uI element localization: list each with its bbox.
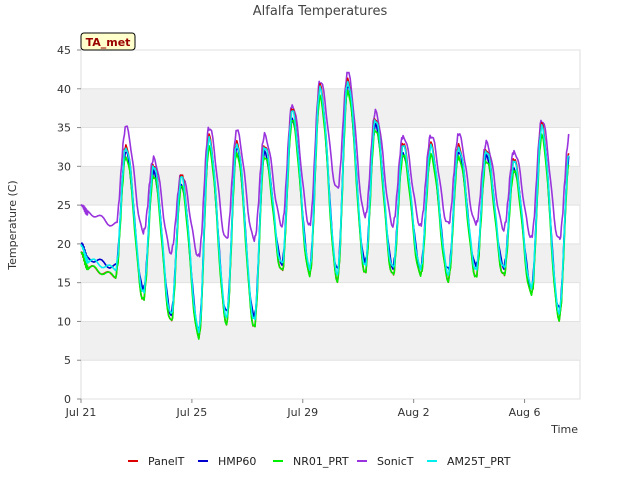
y-tick-label: 10: [57, 315, 71, 328]
legend-label: AM25T_PRT: [447, 455, 511, 468]
y-tick-label: 45: [57, 44, 71, 57]
badge-box: [80, 32, 136, 51]
legend-label: SonicT: [377, 455, 414, 468]
x-tick-label: Jul 21: [65, 406, 97, 419]
grid: [81, 49, 580, 400]
badge-label: TA_met: [86, 36, 131, 49]
legend: PanelT HMP60 NR01_PRT SonicT AM25T_PRT: [128, 455, 511, 468]
grid-band: [81, 321, 580, 361]
y-axis-label: Temperature (C): [6, 180, 19, 270]
legend-item: SonicT: [357, 455, 414, 468]
grid-band: [81, 88, 580, 128]
series-line-am25t-prt: [80, 80, 570, 334]
series-line-sonict: [80, 71, 570, 258]
y-tick-label: 5: [64, 354, 71, 367]
y-tick-label: 15: [57, 277, 71, 290]
legend-label: PanelT: [148, 455, 185, 468]
chart-title: Alfalfa Temperatures: [253, 4, 388, 19]
legend-item: NR01_PRT: [273, 455, 349, 468]
x-axis-label: Time: [550, 423, 578, 436]
series-lines: [80, 71, 570, 340]
y-tick-label: 20: [57, 238, 71, 251]
x-tick-label: Aug 2: [398, 406, 430, 419]
y-tick-label: 25: [57, 199, 71, 212]
x-tick-label: Jul 25: [176, 406, 208, 419]
x-tick-label: Aug 6: [509, 406, 541, 419]
axes: 0 5 10 15 20 25 30 35 40 45 Jul 21 Jul 25 Jul 29 Aug …: [57, 44, 541, 419]
legend-item: PanelT: [128, 455, 185, 468]
legend-item: HMP60: [198, 455, 256, 468]
legend-label: HMP60: [218, 455, 256, 468]
y-tick-label: 30: [57, 160, 71, 173]
badge: TA_met: [80, 32, 136, 51]
x-tick-label: Jul 29: [286, 406, 318, 419]
y-tick-label: 40: [57, 83, 71, 96]
legend-item: AM25T_PRT: [427, 455, 511, 468]
legend-label: NR01_PRT: [293, 455, 349, 468]
y-tick-label: 35: [57, 122, 71, 135]
y-tick-label: 0: [64, 393, 71, 406]
